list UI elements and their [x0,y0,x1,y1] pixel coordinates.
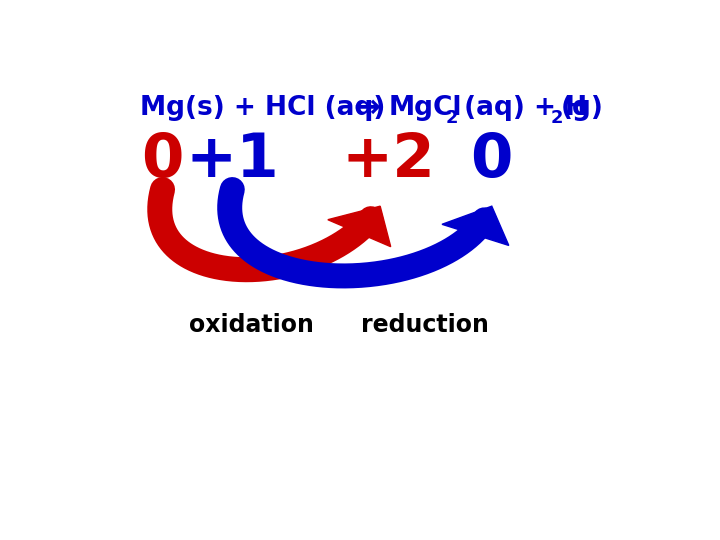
Text: reduction: reduction [361,313,489,336]
Text: (g): (g) [560,96,603,122]
Text: 2: 2 [551,109,564,126]
Text: 2: 2 [446,109,459,126]
Text: +2: +2 [341,131,436,190]
Text: (aq) + H: (aq) + H [455,96,587,122]
Text: Mg(s) + HCl (aq): Mg(s) + HCl (aq) [140,96,386,122]
Text: MgCl: MgCl [389,96,462,122]
Text: oxidation: oxidation [189,313,314,336]
Polygon shape [328,206,391,247]
Text: 0: 0 [141,131,184,190]
Text: →: → [353,93,379,124]
Polygon shape [442,206,509,246]
Text: +1: +1 [186,131,279,190]
Text: 0: 0 [471,131,513,190]
